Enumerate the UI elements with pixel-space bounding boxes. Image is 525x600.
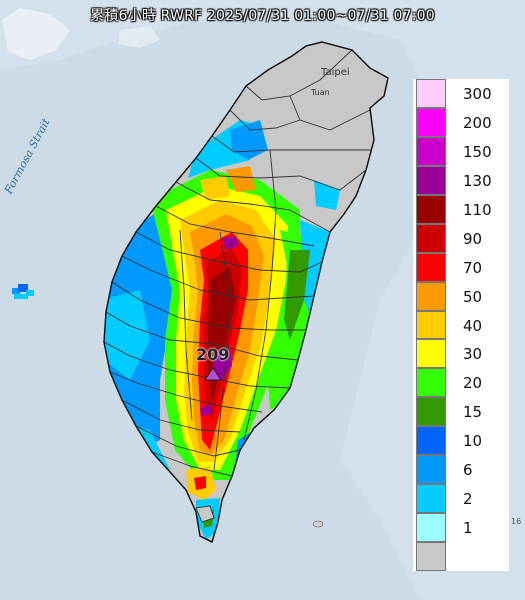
legend-swatch: [416, 281, 446, 311]
edge-label: 16: [511, 517, 522, 526]
legend-label: 2: [463, 490, 473, 509]
legend-label: 40: [463, 316, 483, 335]
legend-label: 110: [463, 200, 492, 219]
legend-item: [413, 542, 509, 571]
island-outline: [103, 41, 389, 543]
legend-swatch: [416, 426, 446, 456]
legend-swatch: [416, 107, 446, 137]
legend-item: 70: [413, 252, 509, 282]
max-rainfall-value: 209: [196, 345, 230, 364]
legend-item: 6: [413, 455, 509, 485]
legend-item: 110: [413, 194, 509, 224]
legend-item: 90: [413, 223, 509, 253]
legend-label: 200: [463, 113, 492, 132]
legend-label: 130: [463, 171, 492, 190]
legend-item: 130: [413, 165, 509, 195]
place-label-taipei: Taipei: [321, 67, 350, 78]
cloud-patch: [118, 26, 160, 48]
max-rainfall-marker-icon: [204, 367, 222, 381]
legend-label: 20: [463, 374, 483, 393]
map-title: 累積6小時 RWRF 2025/07/31 01:00~07/31 07:00: [90, 8, 435, 24]
legend-item: 15: [413, 397, 509, 427]
small-island: [195, 505, 215, 523]
legend-swatch: [416, 455, 446, 485]
legend-label: 50: [463, 287, 483, 306]
legend-item: 40: [413, 310, 509, 340]
legend-label: 30: [463, 345, 483, 364]
legend-swatch: [416, 513, 446, 543]
legend-label: 150: [463, 142, 492, 161]
county-boundaries: [103, 49, 372, 477]
legend-label: 1: [463, 519, 473, 538]
legend-swatch: [416, 310, 446, 340]
legend-swatch: [416, 223, 446, 253]
sea-rain-blob: [12, 284, 34, 299]
legend-swatch: [416, 339, 446, 369]
legend-label: 6: [463, 461, 473, 480]
legend-item: 200: [413, 107, 509, 137]
legend-swatch: [416, 542, 446, 571]
legend-label: 90: [463, 229, 483, 248]
legend-swatch: [416, 397, 446, 427]
legend-label: 300: [463, 85, 492, 103]
legend-item: 10: [413, 426, 509, 456]
legend-swatch: [416, 79, 446, 108]
legend-swatch: [416, 252, 446, 282]
legend-swatch: [416, 194, 446, 224]
legend-item: 30: [413, 339, 509, 369]
legend-item: 50: [413, 281, 509, 311]
place-label-taoyuan: Tuan: [311, 88, 330, 97]
rainfall-legend: 300 200 150 130 110 90 70 50 40 30 20 15 10 6 2 1: [413, 79, 509, 571]
cloud-patch: [2, 8, 70, 60]
legend-item: 2: [413, 484, 509, 514]
legend-item: 300: [413, 79, 509, 108]
legend-label: 70: [463, 258, 483, 277]
legend-swatch: [416, 136, 446, 166]
legend-label: 10: [463, 432, 483, 451]
legend-item: 150: [413, 136, 509, 166]
legend-item: 20: [413, 368, 509, 398]
legend-label: 15: [463, 403, 483, 422]
small-island: [312, 520, 324, 528]
legend-swatch: [416, 368, 446, 398]
legend-swatch: [416, 484, 446, 514]
legend-swatch: [416, 165, 446, 195]
legend-item: 1: [413, 513, 509, 543]
